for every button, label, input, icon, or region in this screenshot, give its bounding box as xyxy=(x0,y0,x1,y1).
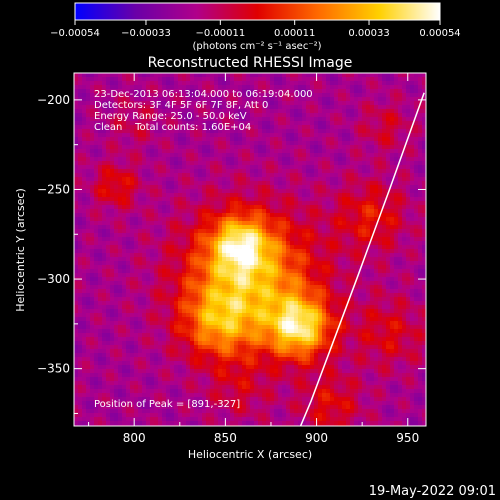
x-tick-label: 950 xyxy=(396,431,419,445)
footer-timestamp: 19-May-2022 09:01 xyxy=(369,484,496,499)
y-axis-label: Heliocentric Y (arcsec) xyxy=(14,188,27,312)
x-tick-label: 900 xyxy=(305,431,328,445)
y-tick-label: −250 xyxy=(37,182,70,196)
colorbar-tick-label: 0.00011 xyxy=(274,28,315,39)
colorbar-ticks: −0.00054 −0.00033 −0.00011 0.00011 0.00033 0.… xyxy=(50,20,461,39)
heatmap-image xyxy=(74,73,426,426)
colorbar-unit-label: (photons cm⁻² s⁻¹ asec⁻²) xyxy=(192,41,321,52)
annotation-clean: Clean Total counts: 1.60E+04 xyxy=(94,122,251,133)
colorbar-tick-label: −0.00033 xyxy=(121,28,171,39)
colorbar-tick-label: −0.00054 xyxy=(50,28,100,39)
annotation-detectors: Detectors: 3F 4F 5F 6F 7F 8F, Att 0 xyxy=(94,100,268,111)
solar-limb-curve xyxy=(299,92,425,426)
colorbar-tick-label: 0.00054 xyxy=(419,28,460,39)
y-tick-label: −200 xyxy=(37,93,70,107)
x-tick-label: 850 xyxy=(214,431,237,445)
plot-frame xyxy=(73,72,427,427)
colorbar-tick-label: −0.00011 xyxy=(195,28,245,39)
x-axis-label: Heliocentric X (arcsec) xyxy=(188,448,312,461)
annotation-time: 23-Dec-2013 06:13:04.000 to 06:19:04.000 xyxy=(94,89,313,100)
annotation-energy: Energy Range: 25.0 - 50.0 keV xyxy=(94,111,247,122)
x-tick-label: 800 xyxy=(123,431,146,445)
chart-title: Reconstructed RHESSI Image xyxy=(148,55,353,71)
y-tick-label: −300 xyxy=(37,272,70,286)
annotation-peak: Position of Peak = [891,-327] xyxy=(94,399,240,410)
colorbar xyxy=(74,2,441,21)
axis-ticks: 800 850 900 950 −200 −250 −300 −350 xyxy=(37,73,426,445)
y-tick-label: −350 xyxy=(37,362,70,376)
colorbar-tick-label: 0.00033 xyxy=(348,28,389,39)
